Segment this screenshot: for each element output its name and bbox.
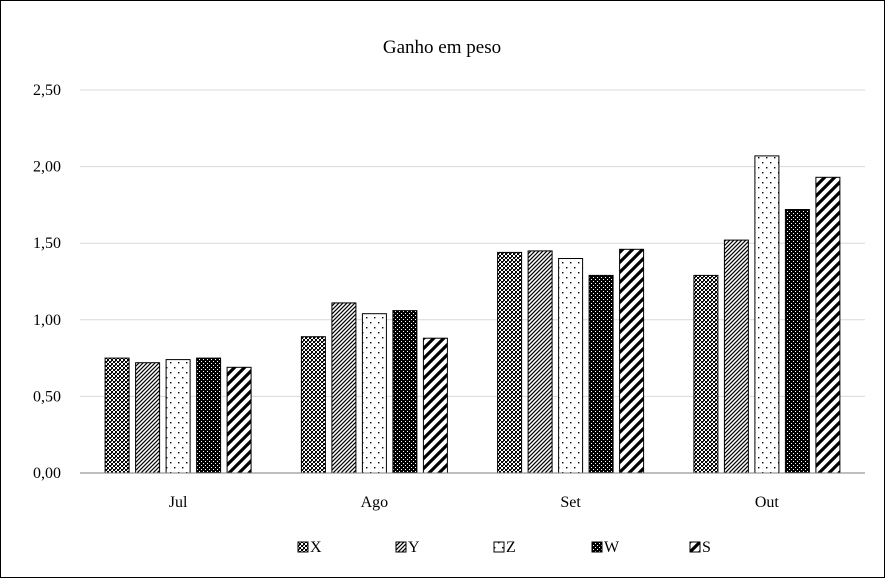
- x-category-label: Set: [560, 494, 581, 511]
- x-category-label: Ago: [361, 494, 389, 511]
- x-category-label: Jul: [169, 494, 188, 511]
- bar-X-Out: [693, 274, 719, 474]
- bar-Z-Jul: [165, 359, 191, 474]
- legend-label-S: S: [702, 539, 711, 556]
- y-tick-label: 1,00: [33, 312, 61, 329]
- bar-S-Out: [815, 176, 841, 474]
- y-tick-label: 0,50: [33, 388, 61, 405]
- y-tick-label: 0,00: [33, 465, 61, 482]
- bar-Z-Ago: [361, 313, 387, 474]
- y-tick-label: 1,50: [33, 235, 61, 252]
- bar-S-Jul: [226, 366, 252, 474]
- bar-S-Set: [619, 248, 645, 474]
- bar-W-Ago: [392, 310, 418, 474]
- legend-label-Z: Z: [506, 539, 516, 556]
- bar-W-Jul: [196, 357, 222, 474]
- bar-X-Jul: [104, 357, 130, 474]
- y-axis-ticks: 0,00 0,50 1,00 1,50 2,00 2,50: [33, 82, 61, 482]
- x-axis-categories: Jul Ago Set Out: [169, 494, 780, 511]
- x-category-label: Out: [755, 494, 780, 511]
- legend-label-Y: Y: [408, 539, 420, 556]
- chart-title: Ganho em peso: [383, 37, 501, 58]
- bars: [104, 155, 841, 474]
- bar-W-Set: [588, 274, 614, 474]
- y-tick-label: 2,00: [33, 159, 61, 176]
- y-tick-label: 2,50: [33, 82, 61, 99]
- bar-X-Set: [497, 251, 523, 474]
- bar-W-Out: [784, 209, 810, 474]
- bar-Z-Set: [558, 258, 584, 474]
- bar-Y-Out: [723, 239, 749, 474]
- bar-S-Ago: [422, 337, 448, 474]
- bar-Z-Out: [754, 155, 780, 474]
- bar-X-Ago: [300, 336, 326, 474]
- legend-swatch-Z: [493, 541, 505, 553]
- legend-swatch-Y: [395, 541, 407, 553]
- legend-label-X: X: [310, 539, 322, 556]
- legend-label-W: W: [604, 539, 620, 556]
- legend-swatch-X: [297, 541, 309, 553]
- bar-Y-Ago: [331, 302, 357, 474]
- bar-Y-Jul: [135, 362, 161, 474]
- bar-Y-Set: [527, 250, 553, 474]
- legend-swatch-W: [591, 541, 603, 553]
- legend-swatch-S: [689, 541, 701, 553]
